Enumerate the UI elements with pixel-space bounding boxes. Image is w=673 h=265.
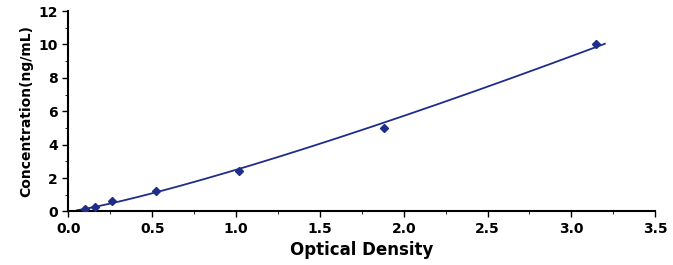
Y-axis label: Concentration(ng/mL): Concentration(ng/mL)	[19, 25, 33, 197]
X-axis label: Optical Density: Optical Density	[290, 241, 433, 259]
